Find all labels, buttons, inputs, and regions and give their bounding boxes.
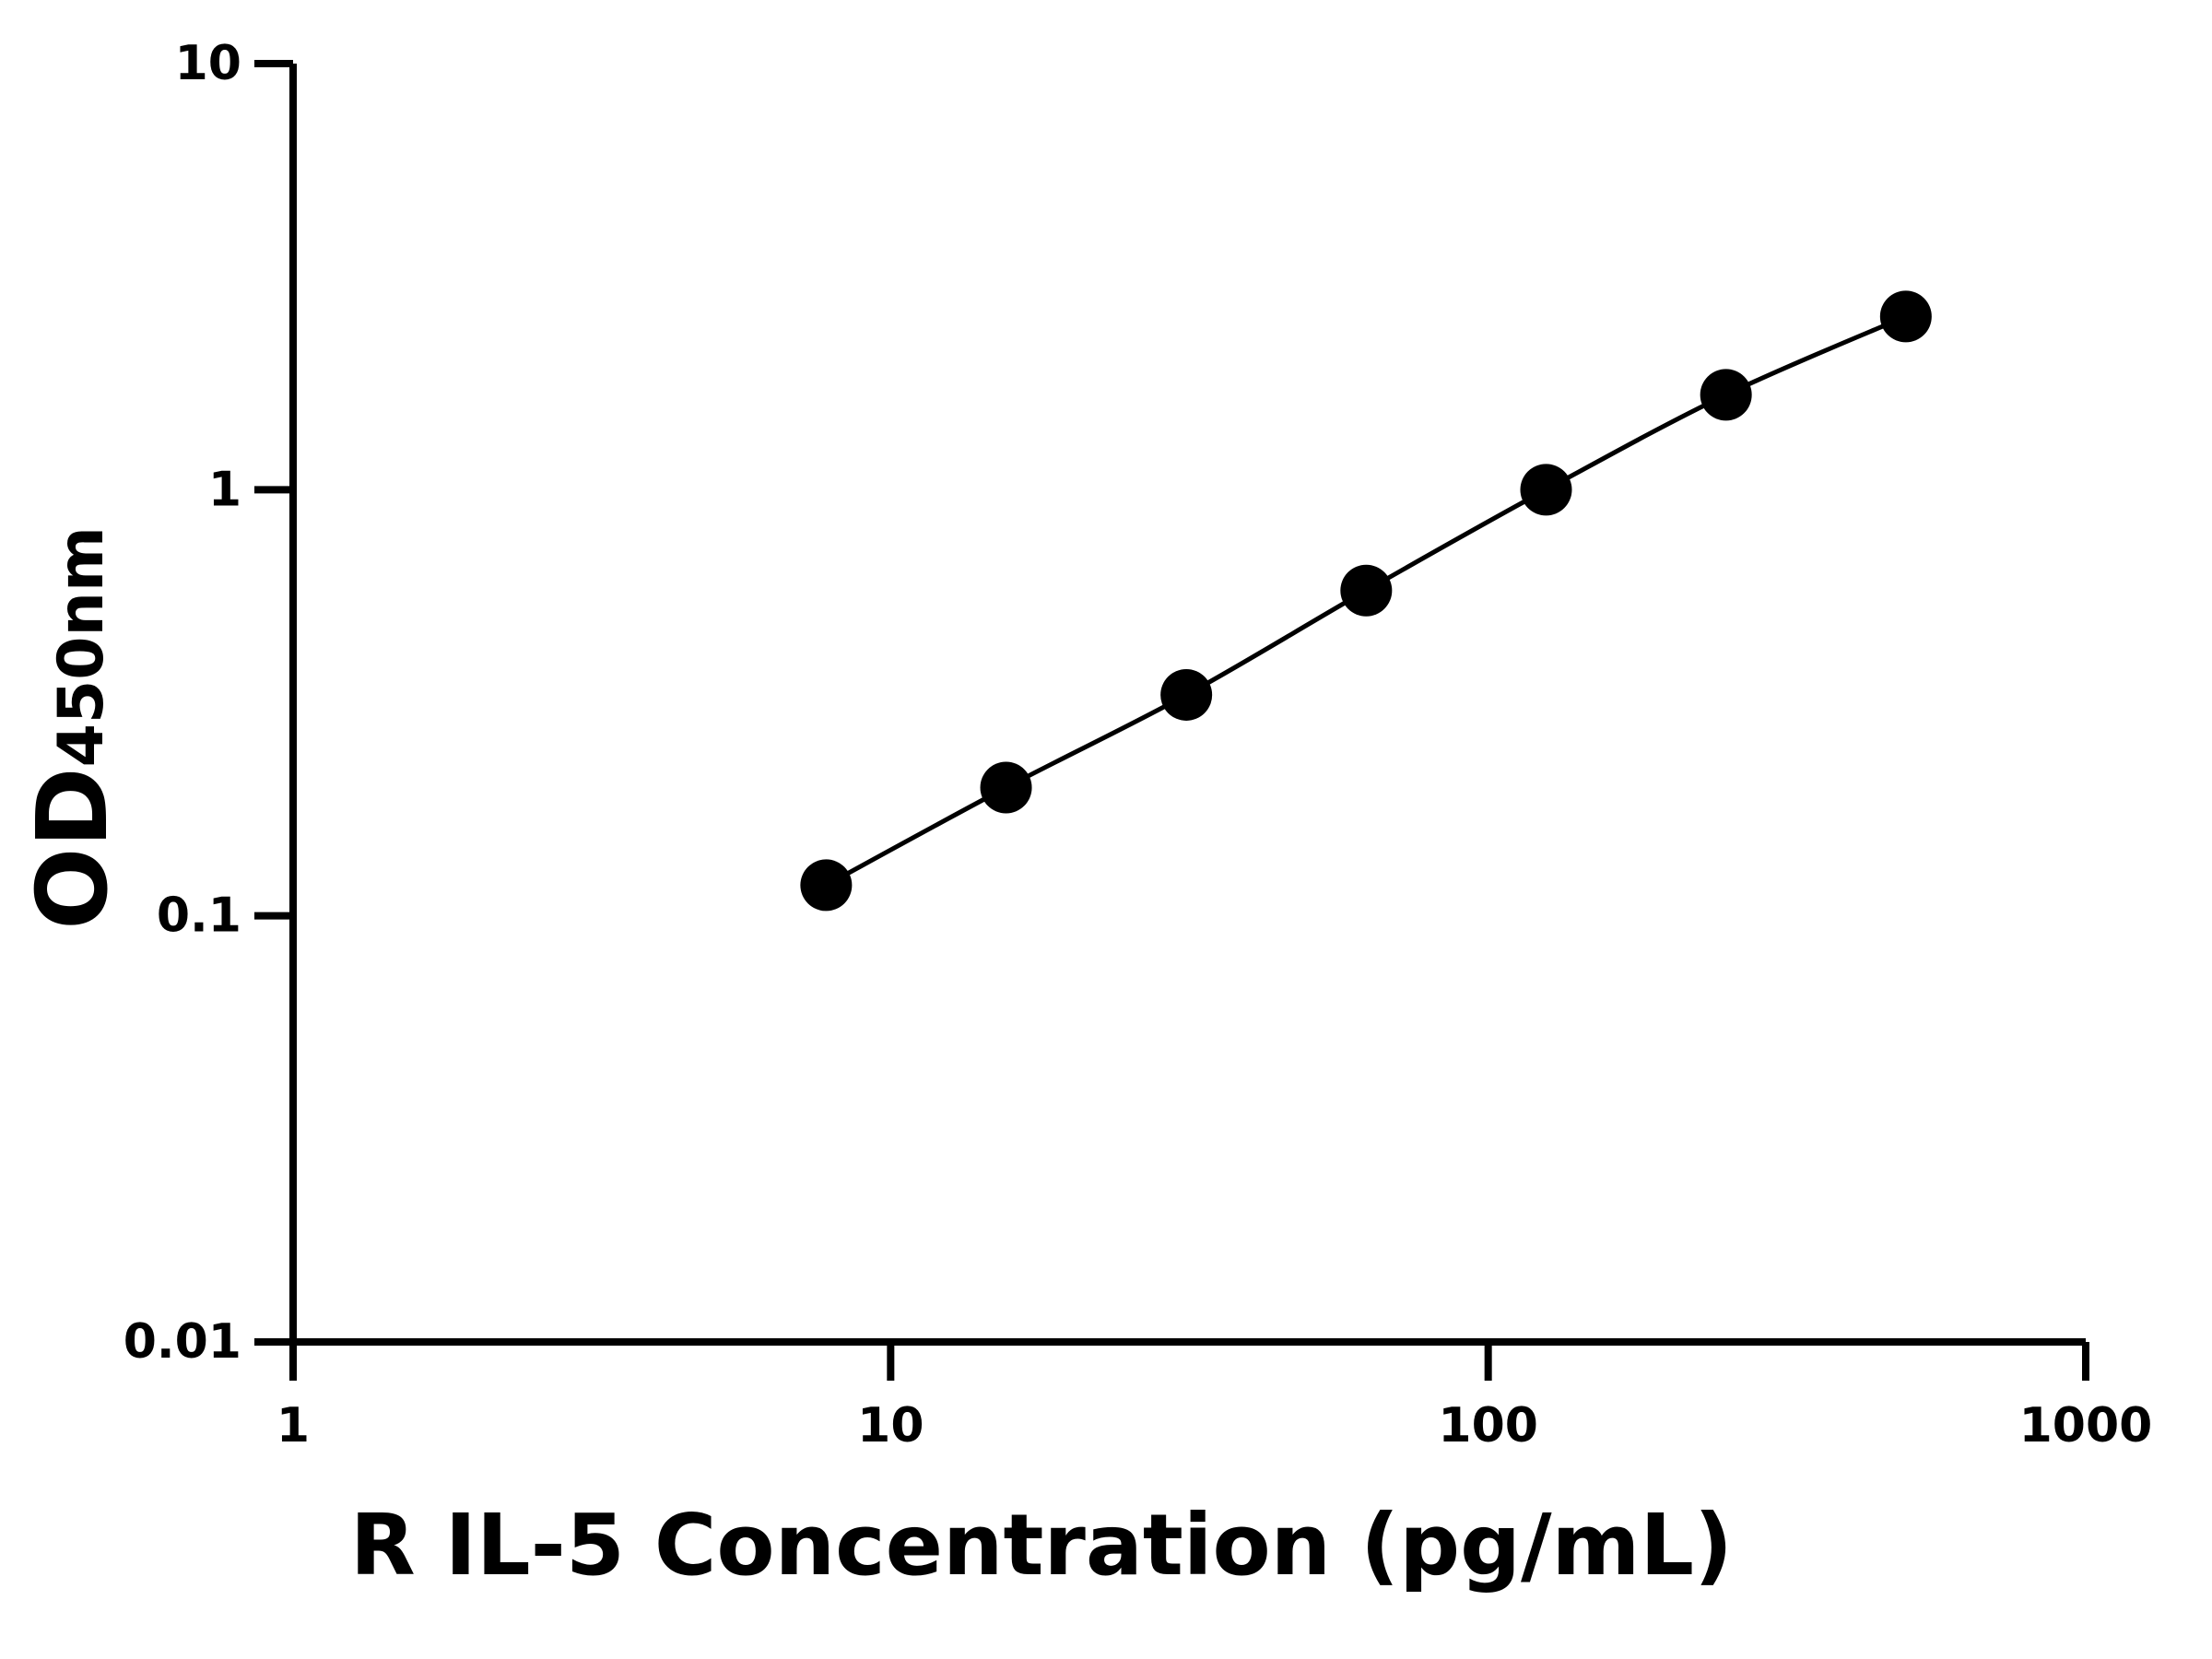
- y-tick-label: 0.01: [124, 1314, 241, 1370]
- data-point: [1340, 564, 1393, 617]
- data-point: [980, 761, 1032, 814]
- data-point: [1879, 290, 1932, 343]
- x-tick-label: 1: [276, 1398, 310, 1453]
- y-tick-label: 10: [175, 36, 241, 91]
- data-point: [800, 859, 853, 912]
- data-point: [1700, 369, 1752, 421]
- x-axis-label: R IL-5 Concentration (pg/mL): [350, 1496, 1733, 1594]
- y-axis-label: OD450nm: [17, 526, 129, 930]
- x-tick-label: 1000: [2019, 1398, 2153, 1453]
- x-tick-label: 10: [857, 1398, 924, 1453]
- x-tick-label: 100: [1438, 1398, 1538, 1453]
- y-tick-label: 0.1: [157, 888, 241, 944]
- data-point: [1520, 464, 1572, 516]
- y-axis-label-main: OD: [17, 767, 129, 929]
- data-point: [1160, 668, 1213, 721]
- y-axis-label-subscript: 450nm: [45, 526, 118, 767]
- y-tick-label: 1: [208, 462, 241, 517]
